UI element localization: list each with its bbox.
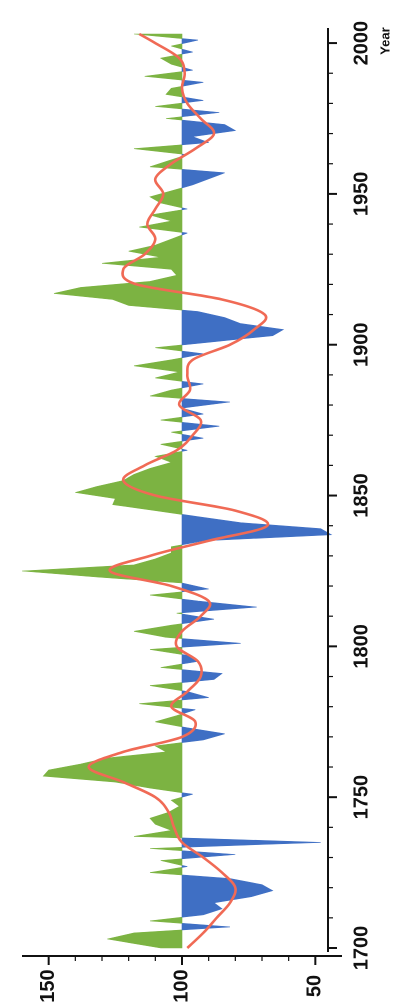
above-baseline-area-0 [107,929,183,949]
below-baseline-area-59 [181,108,220,118]
value-tick-label-150: 150 [37,969,59,1002]
below-baseline-area-3 [181,874,274,918]
below-baseline-area-45 [181,350,204,359]
value-tick-label-50: 50 [304,975,326,997]
above-baseline-area-54 [149,155,183,170]
below-baseline-area-43 [181,380,204,389]
year-tick-label-1900: 1900 [350,322,372,367]
below-baseline-area-51 [181,207,188,211]
above-baseline-area-2 [149,916,183,924]
above-baseline-area-46 [155,344,183,352]
below-baseline-area-67 [181,48,193,55]
year-axis-ticks: 1700 1750 1800 1850 1900 1950 2000 [328,21,372,970]
below-baseline-area-63 [181,79,204,87]
above-baseline-area-26 [176,612,183,615]
year-tick-label-2000: 2000 [350,21,372,66]
below-baseline-area-7 [181,850,236,860]
value-tick-label-100: 100 [170,969,192,1002]
year-tick-label-1950: 1950 [350,172,372,217]
above-baseline-area-6 [160,858,183,866]
above-baseline-area-12 [42,742,183,794]
above-baseline-area-70 [133,33,183,39]
year-tick-label-1700: 1700 [350,926,372,971]
below-baseline-area-5 [181,865,188,868]
below-baseline-area-11 [181,792,193,798]
above-baseline-area-10 [133,796,183,839]
above-baseline-area-62 [165,85,183,98]
below-baseline-area-9 [181,837,321,848]
above-baseline-area-36 [171,430,183,435]
above-baseline-area-50 [139,209,183,233]
above-baseline-area-64 [144,71,183,81]
value-axis-ticks: 150 100 50 [37,956,326,1003]
above-baseline-area-32 [75,450,183,515]
above-baseline-area-4 [149,867,183,876]
below-baseline-area-69 [181,38,199,45]
above-baseline-area-42 [149,387,183,399]
above-baseline-area-38 [160,416,183,423]
below-baseline-area-23 [181,638,241,648]
above-baseline-area-8 [149,846,183,852]
below-baseline-area-33 [181,448,188,452]
above-baseline-area-68 [171,43,183,50]
below-baseline-area-15 [181,707,196,715]
above-baseline-area-48 [53,234,183,311]
smoothed-series-line [87,32,270,949]
above-baseline-area-14 [155,713,183,728]
below-baseline-area-53 [181,168,225,189]
above-baseline-area-24 [133,623,183,639]
year-axis-title: Year [377,27,392,54]
above-baseline-area-28 [149,591,183,600]
above-baseline-area-44 [133,357,183,382]
annual-series [21,33,333,949]
year-tick-label-1800: 1800 [350,624,372,669]
above-baseline-area-58 [165,116,183,121]
below-baseline-area-27 [181,598,257,614]
year-tick-label-1750: 1750 [350,775,372,820]
above-baseline-area-30 [21,544,183,584]
above-baseline-area-56 [133,144,183,155]
above-baseline-area-60 [155,102,183,110]
above-baseline-area-18 [149,682,183,692]
year-tick-label-1850: 1850 [350,473,372,518]
below-baseline-area-41 [181,398,231,409]
above-baseline-area-52 [149,187,183,209]
below-baseline-area-49 [181,232,188,236]
below-baseline-area-29 [181,582,209,593]
above-baseline-area-20 [160,663,183,670]
below-baseline-area-47 [181,309,285,346]
